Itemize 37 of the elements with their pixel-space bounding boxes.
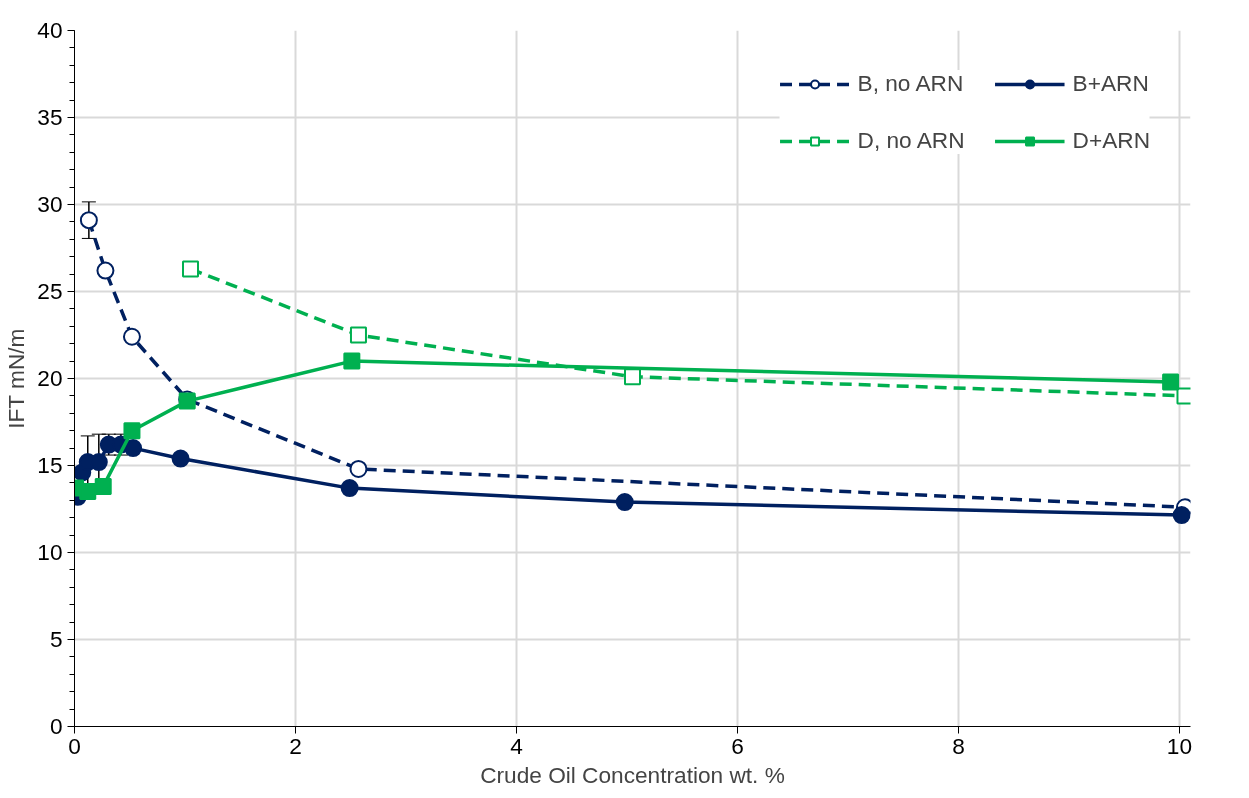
y-tick-label: 15 (37, 452, 63, 478)
y-tick-label: 40 (37, 17, 63, 43)
y-tick-label: 5 (49, 626, 63, 652)
y-axis-title: IFT mN/m (3, 328, 30, 429)
y-tick-label: 35 (37, 104, 63, 130)
point (94, 477, 112, 495)
x-tick-label: 6 (731, 732, 744, 759)
point (182, 260, 200, 278)
x-tick-label: 4 (510, 732, 523, 759)
point (1172, 506, 1191, 525)
legend-label: B+ARN (1072, 70, 1149, 97)
y-tick-label: 0 (49, 713, 63, 739)
y-tick-label: 10 (37, 539, 63, 565)
point (349, 326, 367, 344)
y-tick-label: 20 (37, 365, 63, 391)
y-tick-label: 25 (37, 278, 63, 304)
point (615, 493, 634, 512)
x-axis-title: Crude Oil Concentration wt. % (480, 761, 785, 788)
point (96, 261, 115, 280)
point (171, 449, 190, 468)
legend-label: D+ARN (1072, 127, 1150, 154)
point (340, 479, 359, 498)
x-tick-label: 10 (1166, 732, 1193, 759)
x-tick-label: 8 (952, 732, 965, 759)
point (122, 327, 141, 346)
point (124, 439, 143, 458)
point (79, 211, 98, 230)
legend-label: B, no ARN (857, 70, 964, 97)
point (343, 352, 361, 370)
y-tick-label: 30 (37, 191, 63, 217)
legend-label: D, no ARN (857, 127, 965, 154)
point (79, 483, 97, 501)
point (1162, 373, 1180, 391)
x-tick-label: 0 (68, 732, 81, 759)
point (123, 422, 141, 440)
point (349, 460, 368, 478)
x-tick-label: 2 (289, 732, 302, 759)
